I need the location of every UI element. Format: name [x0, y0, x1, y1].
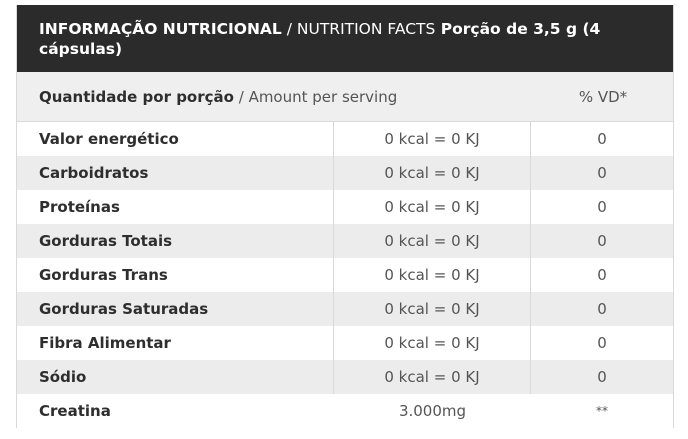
nutrient-daily-value: 0	[597, 300, 607, 318]
table-row: Sódio 0 kcal = 0 KJ 0	[17, 360, 673, 394]
nutrient-amount: 0 kcal = 0 KJ	[334, 156, 531, 190]
portion-size: Porção de 3,5 g (4 cápsulas)	[39, 20, 601, 58]
nutrient-name: Fibra Alimentar	[17, 326, 334, 360]
nutrient-daily-value: 0	[597, 198, 607, 216]
nutrient-name: Carboidratos	[17, 156, 334, 190]
nutrient-daily-value: 0	[597, 232, 607, 250]
title-portuguese: INFORMAÇÃO NUTRICIONAL	[39, 20, 282, 38]
nutrient-amount: 0 kcal = 0 KJ	[334, 190, 531, 224]
amount-label-separator: /	[233, 87, 249, 106]
table-row: Gorduras Trans 0 kcal = 0 KJ 0	[17, 258, 673, 292]
nutrient-amount: 0 kcal = 0 KJ	[334, 224, 531, 258]
nutrient-name: Sódio	[17, 360, 334, 394]
nutrient-name: Creatina	[39, 402, 111, 420]
nutrient-amount: 3.000mg	[398, 402, 467, 420]
nutrient-amount: 0 kcal = 0 KJ	[334, 258, 531, 292]
nutrient-amount: 0 kcal = 0 KJ	[334, 360, 531, 394]
table-row: Valor energético 0 kcal = 0 KJ 0	[17, 122, 673, 156]
table-row: Gorduras Totais 0 kcal = 0 KJ 0	[17, 224, 673, 258]
amount-per-serving-header: Quantidade por porção / Amount per servi…	[17, 88, 533, 106]
table-row: Carboidratos 0 kcal = 0 KJ 0	[17, 156, 673, 190]
nutrient-name: Gorduras Saturadas	[17, 292, 334, 326]
table-row: Fibra Alimentar 0 kcal = 0 KJ 0	[17, 326, 673, 360]
amount-label-english: Amount per serving	[248, 87, 398, 106]
nutrient-amount: 0 kcal = 0 KJ	[334, 292, 531, 326]
title-separator: /	[281, 20, 297, 38]
table-header: INFORMAÇÃO NUTRICIONAL / NUTRITION FACTS…	[17, 5, 673, 72]
nutrient-amount: 0 kcal = 0 KJ	[334, 122, 531, 156]
nutrient-name: Proteínas	[17, 190, 334, 224]
nutrient-daily-value: 0	[597, 368, 607, 386]
nutrient-daily-value: 0	[597, 266, 607, 284]
nutrient-daily-value: 0	[597, 334, 607, 352]
amount-label-portuguese: Quantidade por porção	[39, 87, 234, 106]
nutrient-rows: Valor energético 0 kcal = 0 KJ 0 Carboid…	[17, 122, 673, 428]
title-english: NUTRITION FACTS	[296, 20, 436, 38]
nutrient-name: Gorduras Totais	[17, 224, 334, 258]
nutrition-facts-table: INFORMAÇÃO NUTRICIONAL / NUTRITION FACTS…	[16, 5, 674, 428]
table-row: Proteínas 0 kcal = 0 KJ 0	[17, 190, 673, 224]
table-row: Creatina 3.000mg **	[17, 394, 673, 428]
nutrient-daily-value: 0	[597, 130, 607, 148]
nutrient-name: Valor energético	[17, 122, 334, 156]
nutrient-daily-value: 0	[597, 164, 607, 182]
nutrient-amount: 0 kcal = 0 KJ	[334, 326, 531, 360]
column-header-row: Quantidade por porção / Amount per servi…	[17, 72, 673, 122]
nutrient-daily-value: **	[596, 404, 608, 418]
daily-value-header: % VD*	[578, 87, 628, 106]
table-row: Gorduras Saturadas 0 kcal = 0 KJ 0	[17, 292, 673, 326]
nutrient-name: Gorduras Trans	[17, 258, 334, 292]
